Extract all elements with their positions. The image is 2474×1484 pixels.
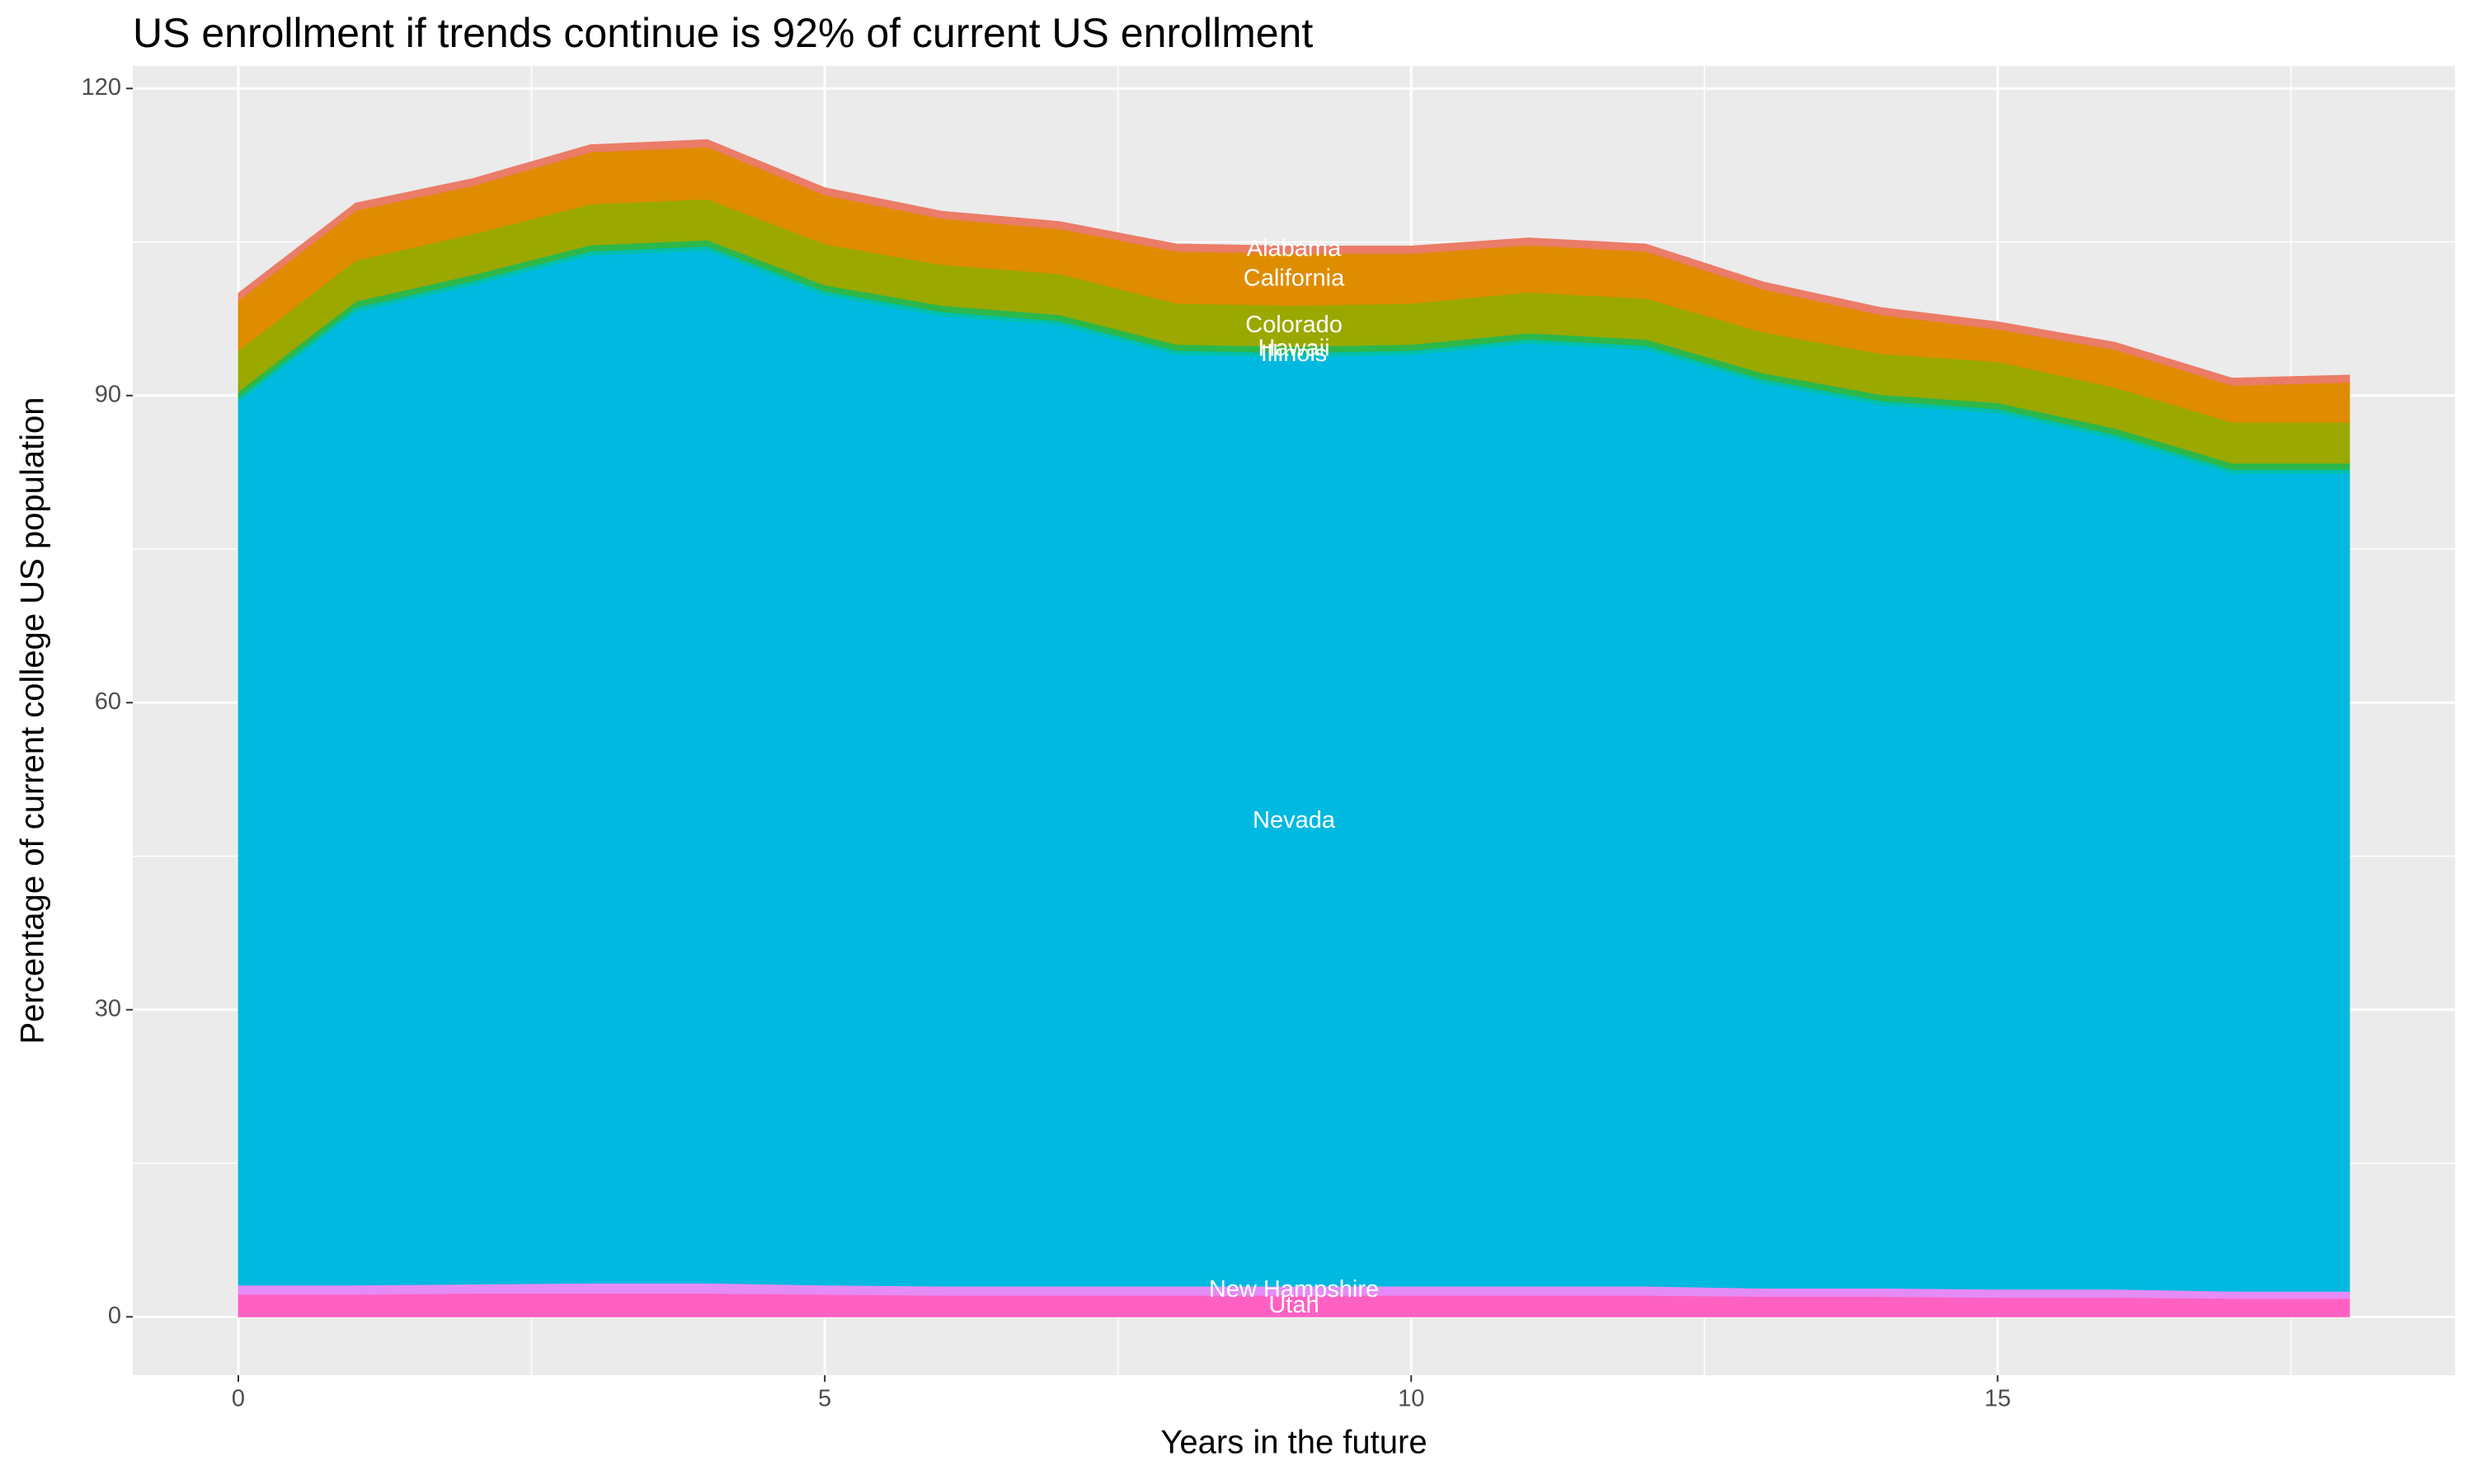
area-label: California [1244, 265, 1345, 292]
area-label: Illinois [1261, 340, 1328, 367]
area [238, 139, 2350, 386]
x-tick-label: 0 [232, 1386, 245, 1412]
area-label: Utah [1268, 1292, 1319, 1318]
axes: 0 30 60 90 120 0 5 10 15 [82, 74, 2011, 1412]
y-tick-label: 90 [95, 381, 121, 407]
area-label: Colorado [1245, 312, 1343, 338]
x-axis-title: Years in the future [1160, 1425, 1427, 1461]
area-label: Alabama [1247, 236, 1342, 262]
area-label: Hawaii [1258, 336, 1329, 362]
y-axis-title: Percentage of current college US populat… [15, 397, 51, 1045]
y-tick-label: 60 [95, 688, 121, 715]
y-tick-label: 120 [82, 74, 121, 101]
chart-title: US enrollment if trends continue is 92% … [133, 10, 1313, 56]
areas [238, 139, 2350, 1317]
x-tick-label: 5 [818, 1386, 831, 1412]
x-tick-label: 15 [1984, 1386, 2011, 1412]
x-tick-label: 10 [1398, 1386, 1424, 1412]
y-tick-label: 0 [108, 1303, 121, 1329]
area-label: New Hampshire [1209, 1276, 1379, 1303]
area-label: Nevada [1253, 807, 1336, 834]
y-tick-label: 30 [95, 995, 121, 1021]
